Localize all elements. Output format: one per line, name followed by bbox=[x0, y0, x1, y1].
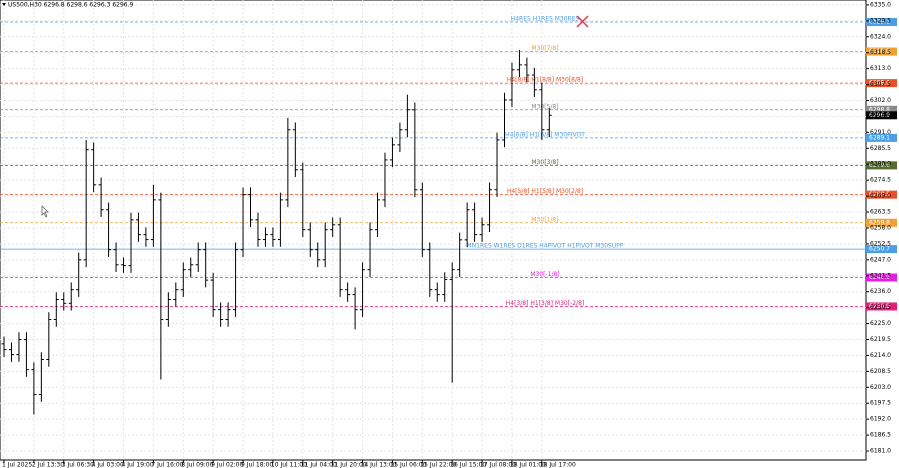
level-label: M30[5/8] bbox=[531, 103, 558, 110]
level-price-label: 6289.1 bbox=[869, 134, 890, 141]
y-tick-label: 6280.0 bbox=[870, 161, 891, 168]
y-tick-label: 6192.0 bbox=[870, 416, 891, 423]
x-tick-label: 14 Jul 13:00 bbox=[361, 462, 397, 468]
y-tick-label: 6214.0 bbox=[870, 352, 891, 359]
level-price-box bbox=[866, 218, 897, 227]
y-tick-label: 6219.5 bbox=[870, 336, 891, 343]
x-tick-label: 2 Jul 13:30 bbox=[32, 462, 64, 468]
x-tick-label: 1 Jul 2025 bbox=[2, 462, 32, 468]
x-tick-label: 18 Jul 17:00 bbox=[540, 462, 576, 468]
x-tick-label: 9 Jul 02:00 bbox=[211, 462, 243, 468]
x-tick-label: 16 Jul 15:00 bbox=[450, 462, 486, 468]
level-price-box bbox=[866, 18, 897, 27]
y-tick-label: 6307.5 bbox=[870, 81, 891, 88]
level-price-label: 6250.7 bbox=[869, 246, 890, 253]
grid-layer bbox=[0, 0, 866, 460]
y-tick-label: 6329.5 bbox=[870, 17, 891, 24]
y-tick-label: 6324.0 bbox=[870, 33, 891, 40]
x-tick-label: 15 Jul 22:00 bbox=[420, 462, 456, 468]
mouse-cursor bbox=[41, 205, 49, 218]
current-price-label: 6296.9 bbox=[869, 112, 890, 119]
level-label: M30[3/8] bbox=[531, 159, 558, 166]
y-tick-label: 6263.5 bbox=[870, 209, 891, 216]
level-price-box bbox=[866, 79, 897, 88]
x-tick-label: 18 Jul 01:00 bbox=[510, 462, 546, 468]
level-price-box bbox=[866, 47, 897, 56]
y-tick-label: 6318.5 bbox=[870, 49, 891, 56]
level-price-label: 6279.6 bbox=[869, 162, 890, 169]
x-tick-label: 11 Jul 20:00 bbox=[331, 462, 367, 468]
level-price-box bbox=[866, 245, 897, 254]
level-label: MN1RES W1RES D1RES H4PIVOT H1PIVOT M30SU… bbox=[467, 243, 624, 250]
x-tick-label: 17 Jul 08:00 bbox=[480, 462, 516, 468]
y-tick-label: 6225.0 bbox=[870, 320, 891, 327]
level-price-box bbox=[866, 133, 897, 142]
level-label: M30[-1/8] bbox=[530, 271, 559, 278]
bars-layer bbox=[1, 49, 552, 415]
level-price-label: 6308.0 bbox=[869, 80, 890, 87]
y-tick-label: 6258.0 bbox=[870, 224, 891, 231]
x-tick-label: 15 Jul 06:00 bbox=[390, 462, 426, 468]
level-price-label: 6329.1 bbox=[869, 19, 890, 26]
y-tick-label: 6269.0 bbox=[870, 193, 891, 200]
level-price-box bbox=[866, 105, 897, 114]
y-tick-label: 6181.0 bbox=[870, 448, 891, 455]
level-price-label: 6318.9 bbox=[869, 48, 890, 55]
y-tick-label: 6274.5 bbox=[870, 177, 891, 184]
level-label: M30[1/8] bbox=[531, 216, 558, 223]
chart-title: US500,H30 6296.8 6298.6 6296.3 6296.9 bbox=[8, 2, 133, 9]
y-tick-label: 6291.0 bbox=[870, 129, 891, 136]
y-tick-label: 6285.5 bbox=[870, 145, 891, 152]
close-cross[interactable] bbox=[576, 15, 589, 28]
x-tick-label: 3 Jul 06:30 bbox=[62, 462, 94, 468]
level-price-box bbox=[866, 302, 897, 311]
y-tick-label: 6186.5 bbox=[870, 432, 891, 439]
level-label: M30[7/8] bbox=[531, 45, 558, 52]
level-price-label: 6259.8 bbox=[869, 219, 890, 226]
x-tick-label: 4 Jul 03:00 bbox=[92, 462, 124, 468]
y-tick-label: 6197.5 bbox=[870, 400, 891, 407]
levels-layer: H4RES H1RES M30RES 6329.1 M30[7/8] 6318.9 H4… bbox=[0, 16, 897, 311]
x-tick-label: 8 Jul 09:00 bbox=[181, 462, 213, 468]
x-tick-label: 4 Jul 19:00 bbox=[122, 462, 154, 468]
y-tick-label: 6230.5 bbox=[870, 304, 891, 311]
y-tick-label: 6252.5 bbox=[870, 240, 891, 247]
level-price-label: 6230.9 bbox=[869, 303, 890, 310]
level-price-label: 6269.5 bbox=[869, 191, 890, 198]
plot-frame bbox=[0, 0, 867, 461]
y-tick-label: 6313.0 bbox=[870, 65, 891, 72]
level-price-label: 6240.9 bbox=[869, 274, 890, 281]
current-price-box bbox=[866, 111, 897, 120]
x-tick-label: 11 Jul 04:00 bbox=[301, 462, 337, 468]
level-price-label: 6298.8 bbox=[869, 106, 890, 113]
level-price-box bbox=[866, 273, 897, 282]
x-tick-label: 7 Jul 16:00 bbox=[151, 462, 183, 468]
y-tick-label: 6296.5 bbox=[870, 113, 891, 120]
x-tick-label: 9 Jul 18:00 bbox=[241, 462, 273, 468]
level-label: H4[5/8] H1[5/8] M30[2/8] bbox=[507, 188, 583, 195]
level-label: H4[3/8] H1[3/8] M30[-2/8] bbox=[506, 300, 584, 307]
level-label: H4[6/8] H1[6/8] M30PIVOT bbox=[505, 131, 585, 138]
level-price-box bbox=[866, 161, 897, 170]
y-tick-label: 6203.0 bbox=[870, 384, 891, 391]
y-tick-label: 6247.0 bbox=[870, 256, 891, 263]
y-tick-label: 6208.5 bbox=[870, 368, 891, 375]
x-tick-label: 10 Jul 11:00 bbox=[271, 462, 307, 468]
y-tick-label: 6302.0 bbox=[870, 97, 891, 104]
level-price-box bbox=[866, 190, 897, 199]
level-label: H4RES H1RES M30RES bbox=[511, 16, 580, 23]
y-tick-label: 6236.0 bbox=[870, 288, 891, 295]
y-tick-label: 6335.0 bbox=[870, 1, 891, 8]
title-dropdown[interactable] bbox=[2, 3, 6, 6]
y-tick-label: 6241.5 bbox=[870, 272, 891, 279]
level-label: H4[8/8] H1[8/8] M30[8/8] bbox=[507, 77, 583, 84]
